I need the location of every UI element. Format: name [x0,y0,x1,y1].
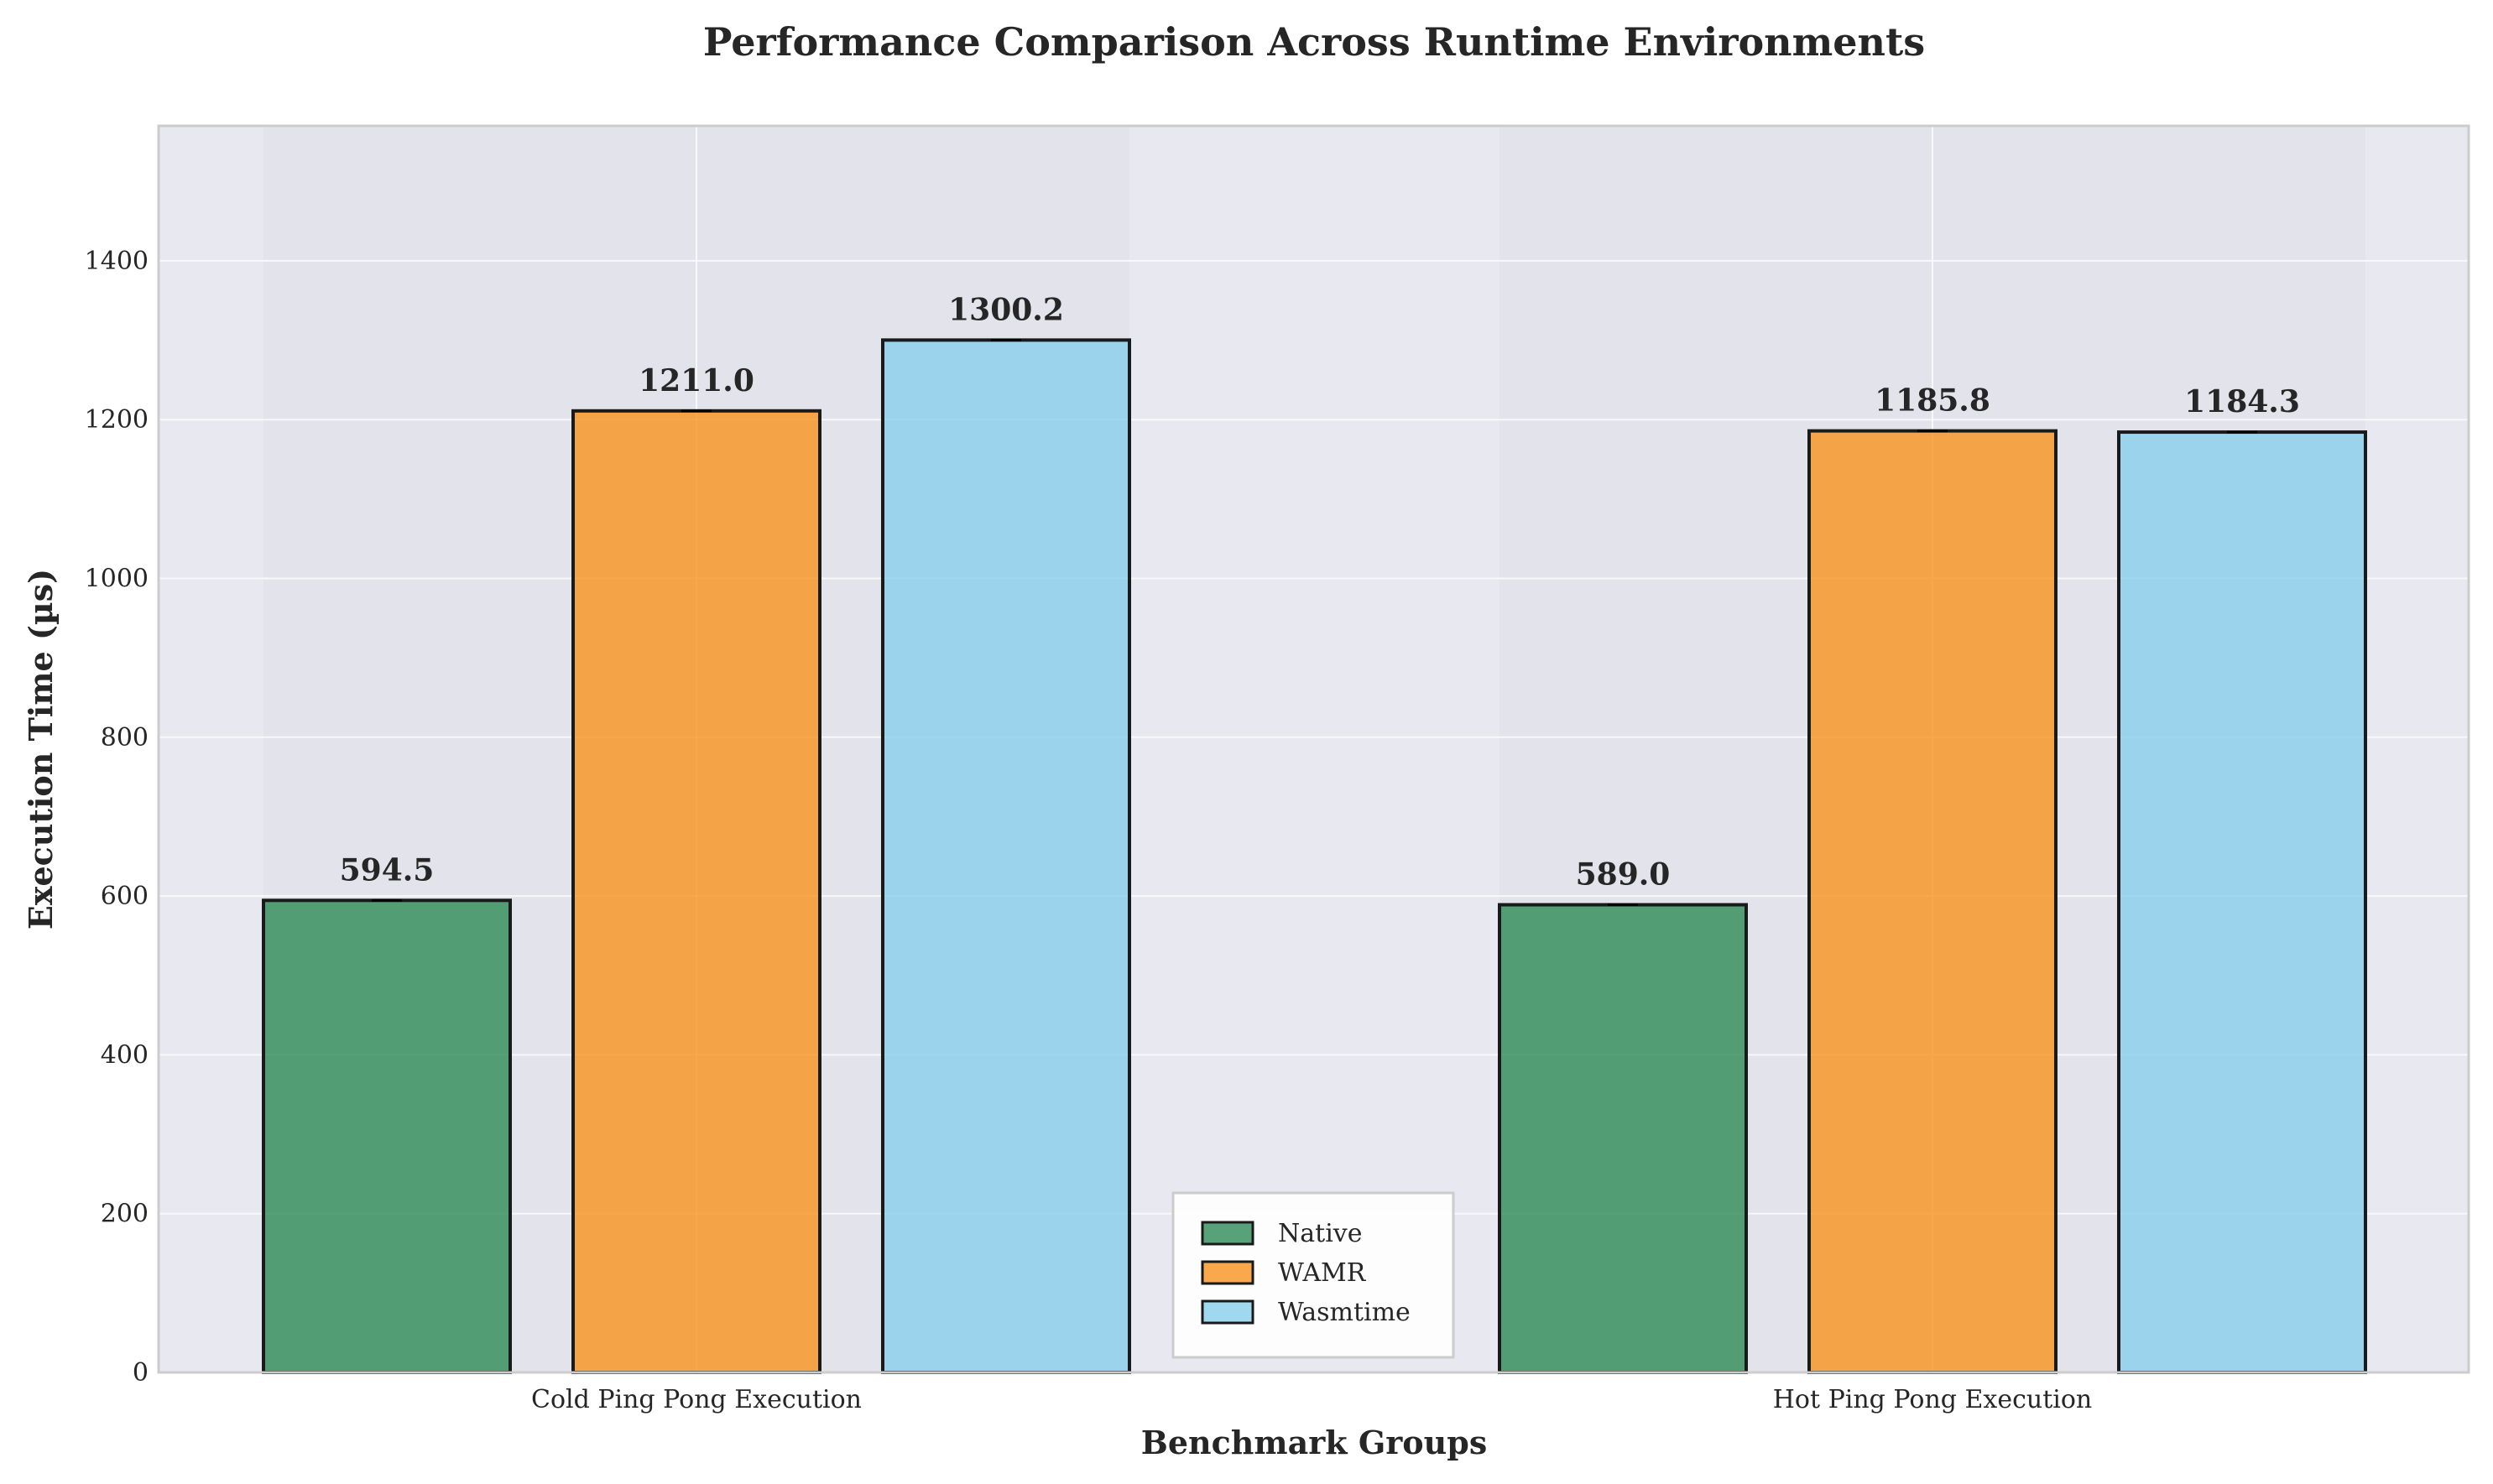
bar-value-label: 1211.0 [639,363,754,398]
bar-value-label: 1185.8 [1875,383,1990,419]
y-tick-label: 800 [101,723,149,752]
y-tick-label: 200 [101,1200,149,1229]
bar-value-label: 589.0 [1576,857,1671,893]
legend-label-native: Native [1278,1219,1363,1248]
chart-title: Performance Comparison Across Runtime En… [703,19,1925,65]
x-axis-label: Benchmark Groups [1141,1424,1488,1461]
y-tick-label: 400 [101,1040,149,1070]
legend: Native WAMR Wasmtime [1171,1191,1455,1359]
legend-swatch-native [1201,1221,1254,1246]
x-tick-label: Hot Ping Pong Execution [1773,1385,2092,1414]
y-tick-label: 1000 [85,565,149,594]
y-tick-label: 1400 [85,247,149,276]
bar-value-labels: 594.5 1211.0 1300.2 589.0 1185.8 1184.3 [340,292,2300,892]
x-tick-label: Cold Ping Pong Execution [531,1385,862,1414]
bar-value-label: 1184.3 [2184,384,2300,419]
plot-border [157,124,2470,1374]
y-tick-label: 600 [101,882,149,911]
y-tick-label: 1200 [85,405,149,435]
y-axis-label: Execution Time (µs) [22,569,60,929]
bar-wasmtime-hot [2117,430,2367,1374]
bar-value-label: 594.5 [340,852,435,888]
bar-value-label: 1300.2 [948,292,1064,327]
bars [262,338,2367,1375]
bar-native-hot [1498,903,1748,1375]
x-axis-ticks: Cold Ping Pong Execution Hot Ping Pong Ex… [531,1385,2092,1414]
y-axis-ticks: 0 200 400 600 800 1000 1200 1400 [85,247,149,1388]
legend-label-wamr: WAMR [1278,1258,1367,1288]
bar-wasmtime-cold [881,338,1131,1374]
legend-swatch-wasmtime [1201,1299,1254,1325]
bar-native-cold [262,898,512,1374]
bar-wamr-hot [1807,429,2058,1375]
legend-swatch-wamr [1201,1260,1254,1285]
bar-wamr-cold [571,409,821,1374]
y-tick-label: 0 [133,1358,149,1388]
legend-label-wasmtime: Wasmtime [1278,1298,1411,1327]
